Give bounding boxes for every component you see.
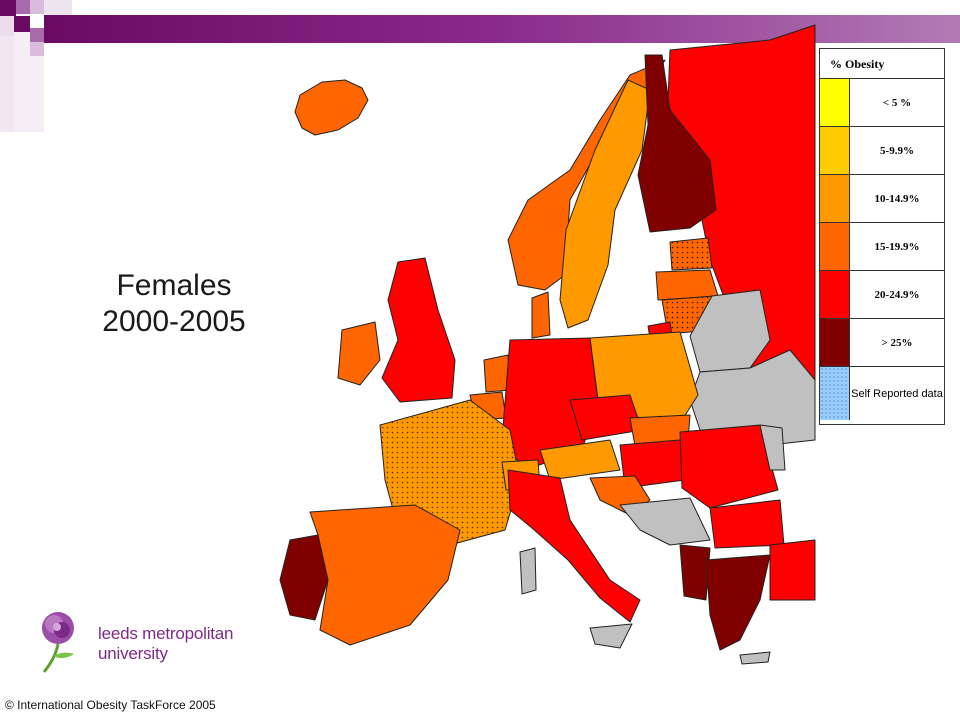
country-sweden: [559, 79, 651, 329]
country-greece: [705, 554, 771, 651]
map-legend: % Obesity < 5 % 5-9.9% 10-14.9% 15-19.9% 20-…: [819, 48, 945, 425]
decorative-square: [0, 36, 14, 132]
region-sardinia: [519, 547, 537, 595]
country-denmark: [531, 291, 551, 339]
country-moldova: [759, 424, 786, 471]
decorative-square: [30, 28, 44, 42]
country-bosnia-serbia: [619, 497, 711, 546]
legend-label: 15-19.9%: [874, 240, 920, 253]
title-line-2: 2000-2005: [102, 305, 246, 338]
university-name: leeds metropolitan university: [98, 624, 234, 663]
decorative-square: [14, 16, 30, 32]
country-latvia: [655, 269, 719, 301]
university-logo: leeds metropolitan university: [30, 606, 265, 676]
decorative-square: [0, 0, 16, 16]
region-sicily: [589, 623, 633, 649]
legend-label: < 5 %: [882, 96, 912, 109]
copyright-notice: © International Obesity TaskForce 2005: [5, 698, 216, 712]
legend-label: 10-14.9%: [874, 192, 920, 205]
legend-row: 5-9.9%: [820, 127, 944, 175]
country-italy: [507, 469, 641, 623]
legend-label: Self Reported data: [851, 387, 943, 400]
country-albania: [679, 544, 711, 601]
country-romania: [679, 424, 779, 509]
country-estonia: [669, 237, 713, 271]
legend-row: < 5 %: [820, 79, 944, 127]
country-turkey: [769, 539, 816, 601]
decorative-square: [44, 0, 72, 15]
legend-swatch: [820, 367, 850, 420]
legend-label: 20-24.9%: [874, 288, 920, 301]
legend-row: 20-24.9%: [820, 271, 944, 319]
country-austria: [539, 439, 621, 481]
legend-label: > 25%: [881, 336, 913, 349]
country-bulgaria: [709, 499, 785, 549]
legend-row: > 25%: [820, 319, 944, 367]
legend-swatch: [820, 127, 850, 174]
legend-row: 10-14.9%: [820, 175, 944, 223]
country-ireland: [337, 321, 381, 386]
legend-swatch: [820, 223, 850, 270]
country-spain: [309, 504, 461, 646]
legend-swatch: [820, 79, 850, 126]
legend-heading: % Obesity: [820, 49, 944, 79]
legend-swatch: [820, 271, 850, 318]
legend-label: 5-9.9%: [880, 144, 914, 157]
legend-swatch: [820, 319, 850, 366]
country-finland: [637, 54, 717, 233]
title-line-1: Females: [116, 269, 232, 302]
country-uk: [381, 257, 456, 403]
decorative-square: [16, 0, 30, 14]
legend-swatch: [820, 175, 850, 222]
legend-row: 15-19.9%: [820, 223, 944, 271]
rose-icon: [42, 612, 74, 673]
legend-row: Self Reported data: [820, 367, 944, 420]
country-iceland: [294, 79, 369, 136]
europe-map: [279, 24, 816, 665]
decorative-square: [30, 0, 44, 14]
region-crete: [739, 651, 771, 665]
slide-title: Females 2000-2005: [84, 268, 264, 340]
decorative-square: [30, 42, 44, 56]
country-ukraine: [689, 349, 816, 446]
